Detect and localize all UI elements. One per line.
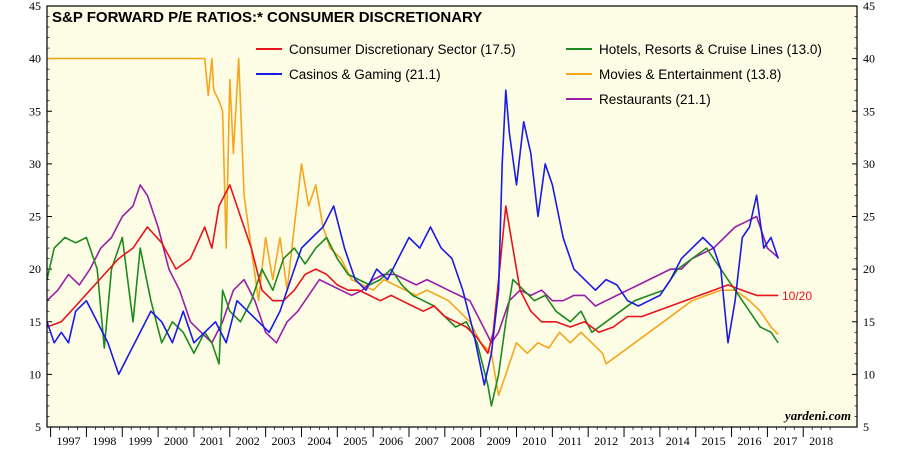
series-layer [46,57,779,407]
x-tick-label: 2012 [594,434,618,448]
y-tick-label-right: 20 [863,262,875,276]
x-tick-label: 2017 [773,434,797,448]
x-tick-label: 2004 [307,434,331,448]
plot-frame [46,5,858,428]
x-tick-label: 2008 [451,434,475,448]
x-tick-label: 2001 [200,434,224,448]
x-tick-label: 2009 [487,434,511,448]
y-tick-label-left: 25 [29,210,41,224]
right-y-axis: 5 10 15 20 25 30 35 40 45 [852,0,875,434]
x-axis: 1997 1998 1999 2000 2001 2002 2003 2004 2005 2006… [50,427,833,448]
chart-title: S&P FORWARD P/E RATIOS:* CONSUMER DISCRE… [52,9,482,26]
plot-background [47,6,857,427]
end-date-label: 10/20 [782,289,812,303]
x-tick-label: 2011 [558,434,582,448]
x-tick-label: 1997 [57,434,81,448]
legend: Consumer Discretionary Sector (17.5) Casi… [256,42,822,107]
y-tick-label-left: 35 [29,104,41,118]
y-tick-label-right: 30 [863,157,875,171]
legend-label: Casinos & Gaming (21.1) [289,67,441,82]
x-tick-label: 2016 [737,434,761,448]
source-label: yardeni.com [783,408,851,423]
y-tick-label-right: 15 [863,315,875,329]
x-tick-label: 2015 [702,434,726,448]
y-tick-label-left: 5 [35,420,41,434]
x-tick-label: 2010 [522,434,546,448]
x-tick-label: 2014 [666,434,690,448]
y-tick-label-right: 5 [863,420,869,434]
series-line-0 [46,184,779,355]
y-tick-label-left: 15 [29,315,41,329]
legend-label: Movies & Entertainment (13.8) [599,67,781,82]
y-tick-label-left: 30 [29,157,41,171]
y-tick-label-left: 45 [29,0,41,13]
x-tick-label: 2013 [630,434,654,448]
y-tick-label-right: 40 [863,52,875,66]
y-tick-label-right: 10 [863,367,875,381]
y-tick-label-left: 40 [29,52,41,66]
y-tick-label-right: 45 [863,0,875,13]
series-line-4 [46,184,779,344]
x-tick-label: 2000 [164,434,188,448]
y-tick-label-left: 20 [29,262,41,276]
x-tick-label: 2002 [236,434,260,448]
left-y-axis: 5 10 15 20 25 30 35 40 45 [29,0,52,434]
legend-label: Consumer Discretionary Sector (17.5) [289,42,516,57]
y-tick-label-right: 25 [863,210,875,224]
y-tick-label-right: 35 [863,104,875,118]
series-line-2 [46,89,779,386]
x-tick-label: 1998 [92,434,116,448]
x-tick-label: 2005 [343,434,367,448]
y-tick-label-left: 10 [29,367,41,381]
series-line-3 [47,57,779,397]
x-tick-label: 2018 [809,434,833,448]
series-line-1 [46,236,779,407]
x-tick-label: 2007 [415,434,439,448]
x-tick-label: 2003 [272,434,296,448]
x-tick-label: 2006 [379,434,403,448]
legend-label: Hotels, Resorts & Cruise Lines (13.0) [599,42,822,57]
legend-label: Restaurants (21.1) [599,92,711,107]
x-tick-label: 1999 [128,434,152,448]
